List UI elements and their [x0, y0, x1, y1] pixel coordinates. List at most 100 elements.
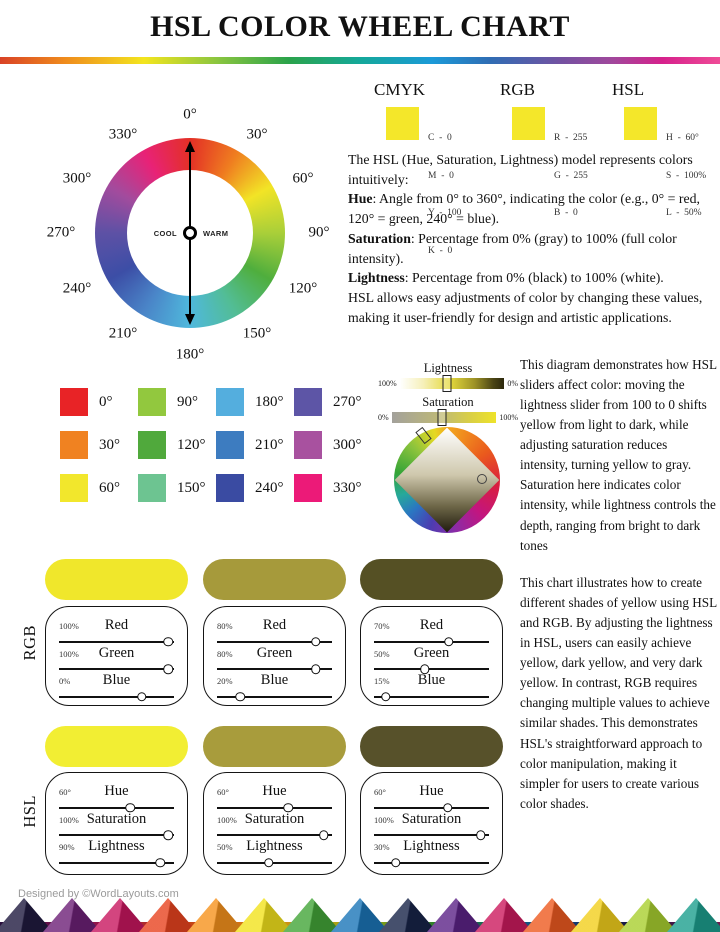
slider-row: 100% Red: [59, 617, 174, 647]
hue-swatch-item: 300°: [294, 431, 372, 459]
slider-row: 60° Hue: [59, 783, 174, 813]
footer-zigzag-decoration: [0, 898, 720, 932]
slider-track: [217, 802, 332, 813]
wheel-degree-label: 120°: [288, 280, 318, 297]
legend-rgb: RGB R - 255 G - 255 B - 0: [500, 80, 612, 282]
slider-knob: [155, 857, 165, 868]
zigzag-triangle: [187, 898, 245, 932]
color-swatch: [138, 431, 166, 459]
warm-label: WARM: [203, 228, 229, 238]
hue-swatch-item: 0°: [60, 388, 138, 416]
hsl-section-label: HSL: [20, 795, 39, 828]
legend-hsl-title: HSL: [612, 80, 645, 99]
slider-track: [374, 664, 489, 674]
saturation-slider-track: [391, 408, 497, 426]
legend-value: Y - 100: [428, 208, 462, 218]
slider-track: [59, 802, 174, 813]
slider-channel-label: Green: [256, 644, 293, 661]
slider-row: 0% Blue: [59, 672, 174, 702]
slider-track: [59, 857, 174, 868]
legend-cmyk: CMYK C - 0 M - 0 Y - 100 K - 0: [374, 80, 500, 282]
arrow-down-icon: [184, 314, 195, 325]
legend-value: L - 50%: [666, 208, 702, 218]
legend-value: K - 0: [428, 245, 453, 256]
slider-value: 15%: [374, 676, 390, 686]
wheel-degree-label: 240°: [62, 280, 92, 297]
hue-swatch-item: 90°: [138, 388, 216, 416]
slider-channel-label: Hue: [104, 783, 129, 799]
legend-value: H - 60°: [666, 133, 699, 143]
slider-channel-label: Blue: [260, 672, 289, 688]
slider-value: 100%: [59, 814, 79, 825]
slider-knob: [419, 664, 430, 674]
hue-swatch-item: 330°: [294, 474, 372, 502]
page-title: HSL COLOR WHEEL CHART: [150, 10, 570, 43]
slider-value: 60°: [374, 787, 386, 797]
slider-row: 100% Green: [59, 645, 174, 674]
slider-track: [374, 830, 489, 840]
legend-cmyk-swatch: [386, 107, 419, 140]
slider-track: [217, 636, 332, 647]
slider-channel-label: Red: [419, 617, 444, 633]
slider-channel-label: Hue: [262, 783, 287, 799]
lightness-left-value: 100%: [378, 379, 397, 388]
slider-knob: [319, 830, 329, 840]
hue-swatch-item: 60°: [60, 474, 138, 502]
swatch-degree-label: 30°: [99, 436, 120, 453]
slider-value: 80%: [217, 621, 233, 631]
slider-row: 100% Saturation: [217, 811, 332, 840]
color-swatch: [60, 474, 88, 502]
zigzag-triangle: [283, 898, 341, 932]
lightness-slider-track: [399, 374, 505, 392]
slider-track: [374, 636, 489, 647]
color-swatch: [216, 431, 244, 459]
slider-row: 60° Hue: [217, 783, 332, 813]
color-swatch: [60, 388, 88, 416]
hsl-sliders-demo: Lightness 100% 0% Saturation 0% 100%: [378, 361, 518, 541]
swatch-degree-label: 60°: [99, 479, 120, 496]
lightness-slider-label: Lightness: [423, 361, 473, 375]
hsl-intro-text: The HSL (Hue, Saturation, Lightness) mod…: [348, 150, 717, 327]
hsl-shade-swatch: [360, 726, 503, 767]
legend-value: S - 100%: [666, 170, 707, 181]
slider-value: 60°: [217, 787, 229, 797]
color-model-legend: CMYK C - 0 M - 0 Y - 100 K - 0 RGB R - 2…: [374, 80, 716, 282]
slider-channel-label: Red: [262, 617, 287, 633]
slider-knob: [235, 691, 245, 702]
slider-row: 100% Saturation: [374, 811, 489, 840]
swatch-degree-label: 90°: [177, 393, 198, 410]
slider-track: [217, 830, 332, 840]
legend-rgb-title: RGB: [500, 80, 535, 99]
slider-track: [59, 830, 174, 840]
slider-track: [217, 857, 332, 868]
slider-value: 50%: [217, 842, 233, 852]
slider-row: 100% Saturation: [59, 811, 174, 840]
slider-value: 80%: [217, 648, 233, 659]
slider-row: 30% Lightness: [374, 838, 489, 868]
slider-knob: [283, 802, 294, 813]
wheel-degree-label: 0°: [183, 106, 197, 123]
rgb-shade-swatch: [360, 559, 503, 600]
wheel-center-dot: [183, 226, 197, 240]
slider-value: 100%: [374, 814, 394, 825]
legend-rgb-swatch: [512, 107, 545, 140]
hue-swatch-item: 210°: [216, 431, 294, 459]
rainbow-divider: [0, 57, 720, 64]
slider-track: [374, 802, 489, 813]
intro-saturation-line: Saturation: Percentage from 0% (gray) to…: [348, 230, 677, 266]
slider-channel-label: Lightness: [403, 838, 460, 854]
swatch-degree-label: 120°: [177, 436, 206, 453]
slider-channel-label: Green: [413, 644, 450, 661]
slider-knob: [391, 857, 401, 868]
slider-knob: [264, 857, 274, 868]
color-swatch: [216, 474, 244, 502]
zigzag-triangle: [139, 898, 197, 932]
hue-swatch-item: 150°: [138, 474, 216, 502]
zigzag-triangle: [43, 898, 101, 932]
legend-value: G - 255: [554, 170, 588, 181]
slider-knob: [442, 802, 453, 813]
rgb-shade-swatch: [45, 559, 188, 600]
color-swatch: [216, 388, 244, 416]
intro-outro-line: HSL allows easy adjustments of color by …: [348, 290, 703, 325]
hue-swatch-grid: 0° 30° 60° 90° 120° 150° 180° 210° 240° …: [60, 388, 372, 502]
